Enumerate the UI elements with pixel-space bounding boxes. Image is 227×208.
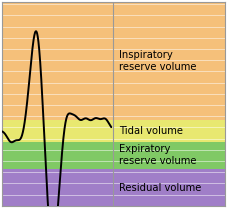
- Text: Expiratory
reserve volume: Expiratory reserve volume: [119, 145, 197, 166]
- Bar: [2, 142, 225, 169]
- Bar: [2, 169, 225, 206]
- Text: Tidal volume: Tidal volume: [119, 126, 183, 136]
- Text: Inspiratory
reserve volume: Inspiratory reserve volume: [119, 50, 197, 72]
- Bar: [2, 2, 225, 120]
- Bar: [2, 120, 225, 142]
- Text: Residual volume: Residual volume: [119, 183, 201, 193]
